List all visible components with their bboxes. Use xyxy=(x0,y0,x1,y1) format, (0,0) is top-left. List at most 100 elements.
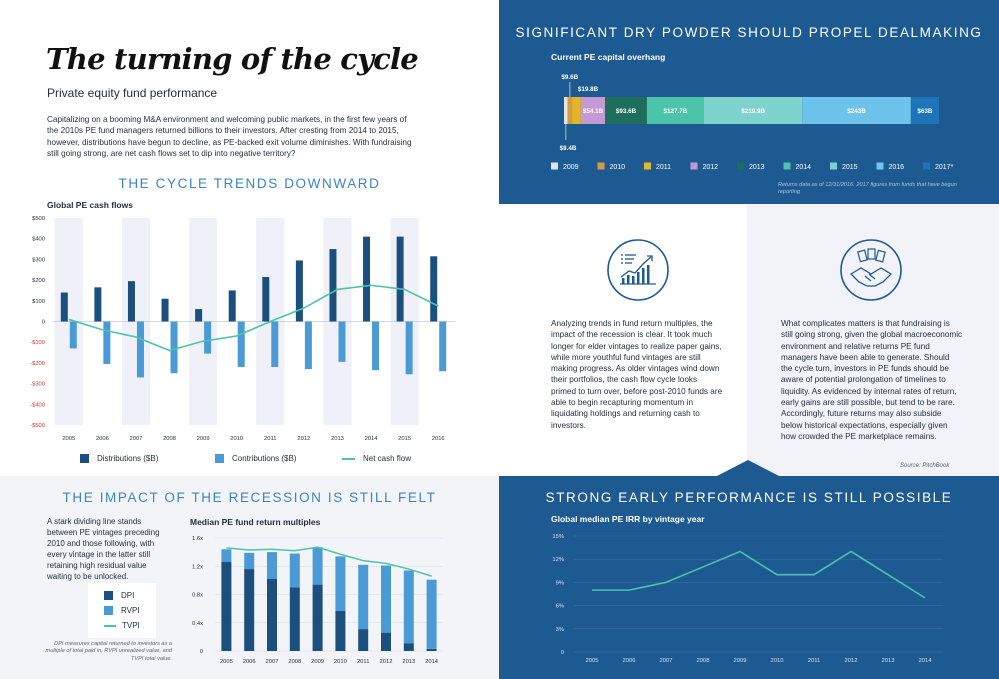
x-tick-label: 2015 xyxy=(398,436,411,442)
overhang-segment xyxy=(646,97,704,124)
x-tick-label: 2009 xyxy=(734,658,747,664)
x-tick-label: 2012 xyxy=(380,659,393,665)
recession-text: A stark dividing line stands between PE … xyxy=(47,517,160,581)
legend-year-label: 2015 xyxy=(842,164,858,171)
legend-swatch-net xyxy=(342,457,355,460)
legend-year-label: 2011 xyxy=(656,164,671,171)
x-tick-label: 2012 xyxy=(297,436,310,442)
legend-swatch xyxy=(644,162,651,170)
dpi-bar xyxy=(381,632,391,651)
dpi-bar xyxy=(426,648,437,651)
distribution-bar xyxy=(127,281,135,322)
rvpi-bar xyxy=(426,579,437,649)
x-tick-label: 2007 xyxy=(266,659,279,665)
x-tick-label: 2006 xyxy=(96,436,109,442)
cycle-section-title: THE CYCLE TRENDS DOWNWARD xyxy=(118,176,381,191)
multiples-chart-title: Median PE fund return multiples xyxy=(190,517,321,527)
bottom-right-pointer xyxy=(715,460,781,477)
dpi-bar xyxy=(244,569,255,651)
x-tick-label: 2005 xyxy=(62,436,75,442)
x-tick-label: 2012 xyxy=(845,658,858,664)
rvpi-bar xyxy=(267,552,277,579)
legend-year-label: 2016 xyxy=(889,164,905,171)
rvpi-bar xyxy=(221,549,232,563)
overhang-segment xyxy=(605,97,647,124)
overhang-segment xyxy=(802,97,911,124)
x-tick-label: 2010 xyxy=(230,436,243,442)
x-tick-label: 2013 xyxy=(331,436,344,442)
middle-left-text: Analyzing trends in fund return multiple… xyxy=(551,319,723,430)
contribution-bar xyxy=(304,321,312,370)
dpi-bar xyxy=(289,587,300,651)
legend-label-rvpi: RVPI xyxy=(121,606,140,615)
overhang-segment xyxy=(564,97,568,124)
rvpi-bar xyxy=(312,547,323,585)
dpi-bar xyxy=(335,610,346,651)
distribution-bar xyxy=(195,309,203,322)
legend-swatch-tvpi xyxy=(104,624,116,627)
distribution-bar xyxy=(262,276,270,322)
distribution-bar xyxy=(228,290,236,322)
x-tick-label: 2005 xyxy=(220,659,233,665)
legend-distributions: Distributions ($B) xyxy=(80,454,158,463)
overhang-segment xyxy=(703,97,803,124)
y-tick-label: 0 xyxy=(42,320,45,326)
x-tick-label: 2013 xyxy=(402,659,415,665)
dpi-bar xyxy=(267,578,277,651)
overhang-value-label: $19.8B xyxy=(578,86,599,93)
rvpi-bar xyxy=(335,556,346,611)
dry-powder-note: Returns data as of 12/31/2016. 2017 figu… xyxy=(778,182,957,196)
legend-dpi: DPI xyxy=(104,591,134,600)
y-tick-label: $300 xyxy=(32,257,45,263)
legend-swatch xyxy=(783,162,791,170)
y-tick-label: -$300 xyxy=(30,382,45,388)
legend-swatch-contributions xyxy=(215,454,224,463)
y-tick-label: 15% xyxy=(552,534,564,540)
tvpi-line xyxy=(226,546,432,577)
distribution-bar xyxy=(60,292,68,322)
legend-label-distributions: Distributions ($B) xyxy=(97,454,159,463)
legend-label-dpi: DPI xyxy=(121,591,135,600)
x-tick-label: 2011 xyxy=(264,436,276,442)
legend-swatch xyxy=(737,162,744,170)
early-section-title: STRONG EARLY PERFORMANCE IS STILL POSSIB… xyxy=(545,490,953,505)
distribution-bar xyxy=(295,260,303,322)
y-tick-label: 0 xyxy=(561,650,564,656)
overhang-segment xyxy=(580,97,606,124)
x-tick-label: 2011 xyxy=(808,658,820,664)
y-tick-label: -$200 xyxy=(30,361,45,367)
page-subtitle: Private equity fund performance xyxy=(47,86,218,100)
y-tick-label: $200 xyxy=(32,278,45,284)
y-tick-label: 9% xyxy=(556,580,564,586)
recession-section-title: THE IMPACT OF THE RECESSION IS STILL FEL… xyxy=(62,490,437,505)
source-note: Source: PitchBook xyxy=(900,463,950,469)
y-tick-label: $100 xyxy=(32,299,45,305)
chart-growth-icon xyxy=(607,239,669,301)
irr-line xyxy=(592,550,926,599)
contribution-bar xyxy=(338,321,346,362)
x-tick-label: 2007 xyxy=(130,436,143,442)
handshake-money-icon xyxy=(840,239,902,301)
multiples-legend-box xyxy=(88,583,156,638)
multiples-note: DPI measures capital returned to investo… xyxy=(45,641,172,662)
y-tick-label: -$100 xyxy=(30,340,45,346)
distribution-bar xyxy=(94,287,102,322)
contribution-bar xyxy=(372,321,380,371)
legend-year-label: 2013 xyxy=(749,164,765,171)
y-tick-label: $400 xyxy=(32,237,45,243)
contribution-bar xyxy=(405,321,413,375)
x-tick-label: 2011 xyxy=(357,659,369,665)
overhang-segment xyxy=(910,97,939,124)
legend-label-net: Net cash flow xyxy=(363,454,412,463)
y-tick-label: 0.8x xyxy=(192,593,203,599)
overhang-value-label: $9.6B xyxy=(561,74,578,81)
x-tick-label: 2008 xyxy=(288,659,301,665)
x-tick-label: 2006 xyxy=(623,658,636,664)
x-tick-label: 2016 xyxy=(432,436,445,442)
dpi-bar xyxy=(403,643,414,651)
legend-swatch-dpi xyxy=(104,591,113,600)
dpi-bar xyxy=(312,584,323,651)
legend-label-contributions: Contributions ($B) xyxy=(232,454,297,463)
x-tick-label: 2014 xyxy=(919,658,933,664)
intro-paragraph: Capitalizing on a booming M&A environmen… xyxy=(47,115,412,158)
